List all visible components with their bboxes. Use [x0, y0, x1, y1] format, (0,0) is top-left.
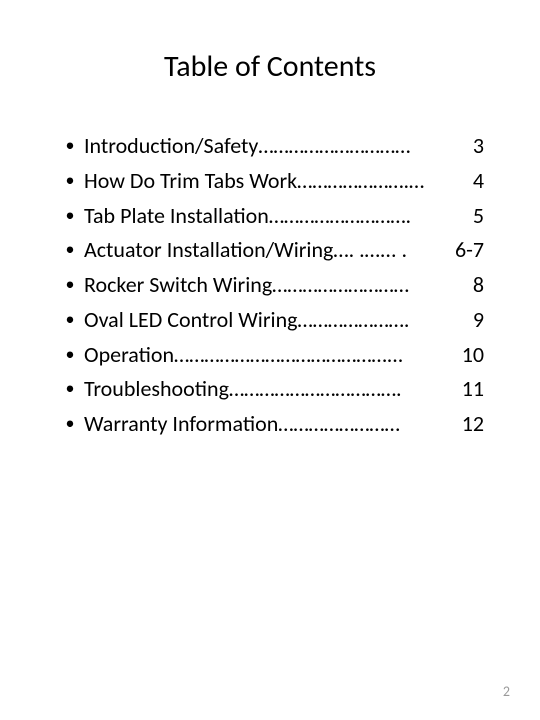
toc-label: How Do Trim Tabs Work	[84, 167, 297, 194]
toc-leaders: ………………….…	[297, 167, 424, 194]
toc-page: 6-7	[455, 233, 484, 268]
toc-page: 11	[462, 372, 484, 407]
toc-label: Rocker Switch Wiring	[84, 271, 272, 298]
toc-page: 4	[473, 164, 484, 199]
page-title: Table of Contents	[48, 48, 492, 85]
toc-item: •Troubleshooting…………………………….11	[56, 372, 484, 407]
bullet-icon: •	[56, 136, 84, 154]
toc-entry: Tab Plate Installation……………………….	[84, 199, 473, 234]
bullet-icon: •	[56, 275, 84, 293]
bullet-icon: •	[56, 240, 84, 258]
toc-label: Oval LED Control Wiring	[84, 306, 298, 333]
toc-item: •Rocker Switch Wiring………………………8	[56, 268, 484, 303]
toc-entry: Oval LED Control Wiring………………….	[84, 303, 473, 338]
toc-entry: Introduction/Safety…………………………	[84, 129, 473, 164]
toc-item: •Introduction/Safety…………………………3	[56, 129, 484, 164]
toc-leaders: ……………………….	[269, 202, 411, 229]
toc-page: 9	[473, 303, 484, 338]
toc-label: Warranty Information	[84, 410, 278, 437]
toc-page: 3	[473, 129, 484, 164]
toc-item: •Tab Plate Installation……………………….5	[56, 199, 484, 234]
toc-leaders: …………………………	[258, 132, 410, 159]
toc-label: Tab Plate Installation	[84, 202, 269, 229]
toc-leaders: ………………………	[272, 271, 409, 298]
toc-leaders: ……………………	[278, 410, 400, 437]
toc-page: 5	[473, 199, 484, 234]
document-page: Table of Contents •Introduction/Safety………	[0, 0, 540, 720]
toc-label: Operation	[84, 341, 174, 368]
toc-label: Actuator Installation/Wiring	[84, 236, 333, 263]
toc-item: •How Do Trim Tabs Work………………….…4	[56, 164, 484, 199]
toc-entry: Warranty Information……………………	[84, 407, 462, 442]
toc-entry: Actuator Installation/Wiring…. .…... .	[84, 233, 455, 268]
toc-item: •Oval LED Control Wiring………………….9	[56, 303, 484, 338]
toc-page: 8	[473, 268, 484, 303]
toc-leaders: ………………….	[298, 306, 410, 333]
bullet-icon: •	[56, 310, 84, 328]
toc-entry: Troubleshooting…………………………….	[84, 372, 462, 407]
toc-label: Introduction/Safety	[84, 132, 258, 159]
bullet-icon: •	[56, 171, 84, 189]
toc-leaders: …………………………….	[229, 375, 402, 402]
toc-label: Troubleshooting	[84, 375, 229, 402]
toc-page: 12	[462, 407, 484, 442]
bullet-icon: •	[56, 206, 84, 224]
bullet-icon: •	[56, 414, 84, 432]
toc-page: 10	[462, 338, 484, 373]
page-number: 2	[503, 683, 510, 700]
table-of-contents: •Introduction/Safety…………………………3•How Do T…	[48, 129, 492, 442]
toc-item: •Actuator Installation/Wiring…. .…... .6…	[56, 233, 484, 268]
bullet-icon: •	[56, 379, 84, 397]
toc-entry: Operation……………………………………...	[84, 338, 462, 373]
toc-entry: Rocker Switch Wiring………………………	[84, 268, 473, 303]
toc-entry: How Do Trim Tabs Work………………….…	[84, 164, 473, 199]
toc-leaders: ……………………………………...	[174, 341, 403, 368]
toc-item: •Operation……………………………………... 10	[56, 338, 484, 373]
toc-leaders: …. .…... .	[333, 236, 407, 263]
bullet-icon: •	[56, 345, 84, 363]
toc-item: •Warranty Information……………………12	[56, 407, 484, 442]
